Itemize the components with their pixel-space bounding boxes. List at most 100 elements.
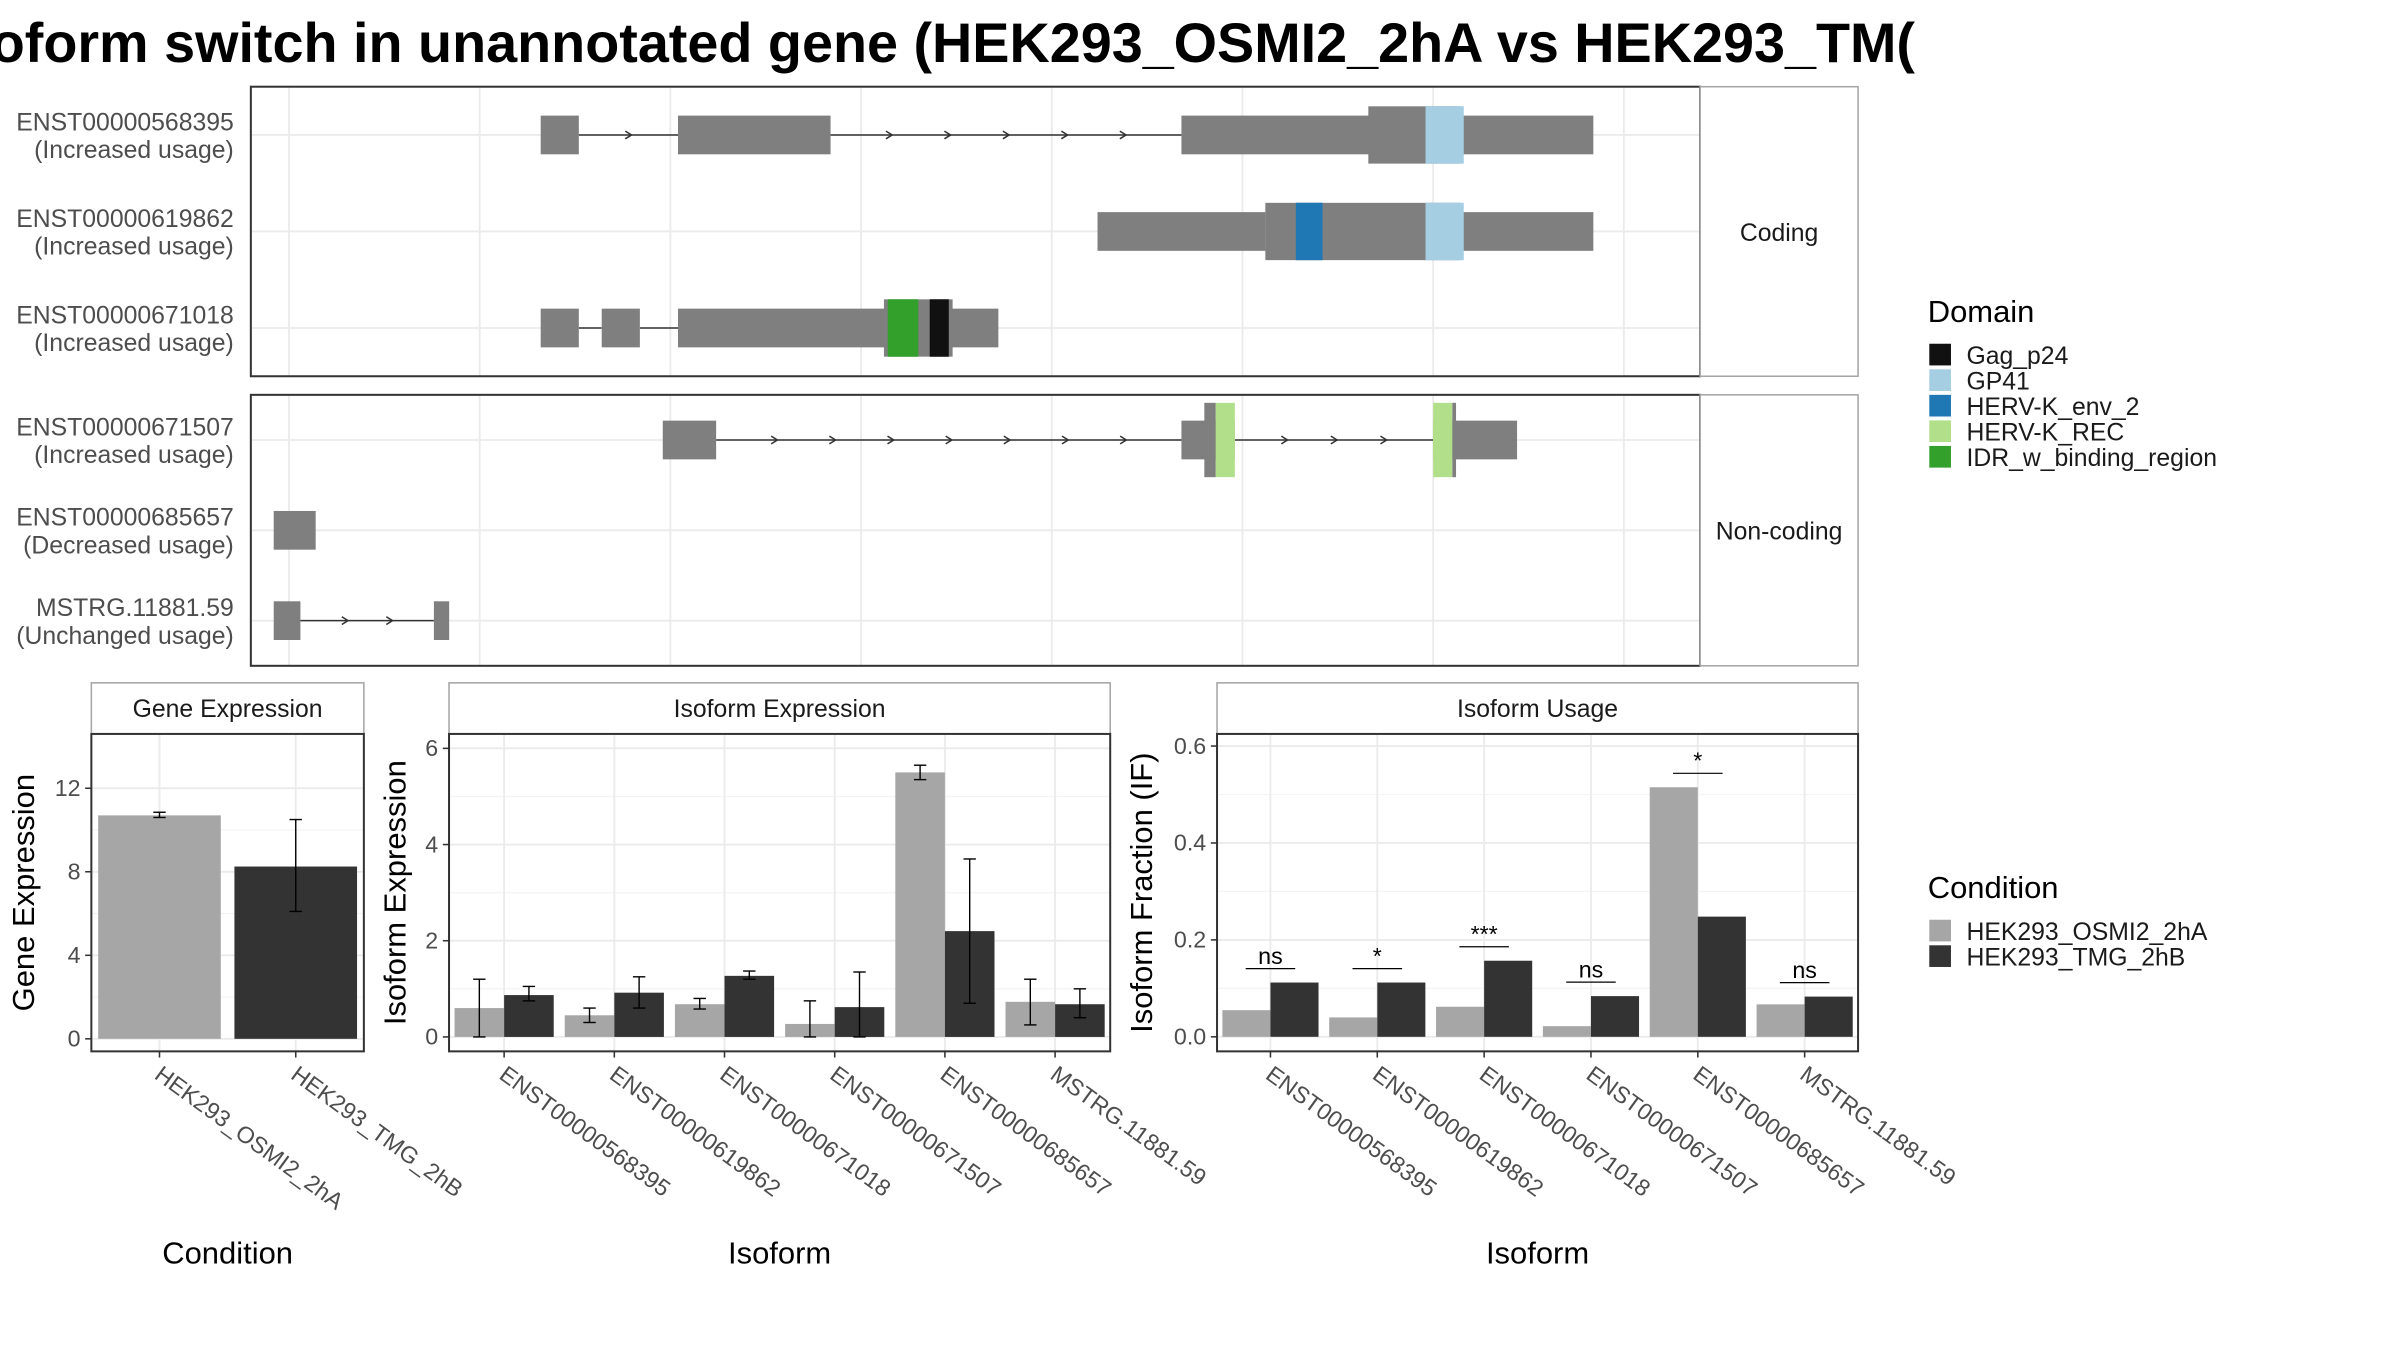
facet-1: ENST00000671507(Increased usage) ENST0000… xyxy=(16,393,1859,667)
isoform-usage-label: (Increased usage) xyxy=(34,330,234,357)
bar xyxy=(98,815,221,1039)
intron-arrow xyxy=(1330,435,1339,445)
intron-arrow xyxy=(1003,435,1012,445)
bar xyxy=(1329,1017,1378,1037)
domain-legend-swatch xyxy=(1929,343,1951,366)
domain-legend-swatch xyxy=(1929,394,1951,417)
isoform-usage-label: (Increased usage) xyxy=(34,442,234,469)
bar xyxy=(504,995,554,1037)
domain-herv-k-env-2 xyxy=(1295,202,1323,261)
domain-legend-label: HERV-K_env_2 xyxy=(1966,394,2139,421)
y-tick-label: 0.0 xyxy=(1174,1024,1206,1050)
intron-arrow xyxy=(385,616,394,626)
domain-legend-title: Domain xyxy=(1928,294,2035,329)
panel-border xyxy=(448,732,1112,1053)
intron-arrow xyxy=(887,435,896,445)
exon xyxy=(273,510,316,550)
significance-label: ns xyxy=(1258,943,1283,969)
isoform-label: ENST00000619862 xyxy=(16,206,234,233)
domain-gp41 xyxy=(1425,106,1464,164)
exon xyxy=(677,115,831,155)
exon xyxy=(540,115,579,155)
x-tick-label: ENST00000619862 xyxy=(1368,1061,1548,1202)
domain-herv-k-rec xyxy=(1215,402,1235,478)
exon xyxy=(433,601,450,640)
bar xyxy=(564,1015,615,1037)
exon xyxy=(677,308,892,348)
strip-label: Gene Expression xyxy=(133,696,323,723)
significance-label: * xyxy=(1373,943,1382,969)
facet-strip xyxy=(1699,85,1859,378)
intron-arrow xyxy=(624,130,633,140)
bar xyxy=(895,772,945,1037)
condition-legend-label: HEK293_OSMI2_2hA xyxy=(1966,919,2207,946)
facet-strip-label: Non-coding xyxy=(1716,519,1843,546)
strip-label: Isoform Usage xyxy=(1457,696,1618,723)
domain-legend-label: IDR_w_binding_region xyxy=(1966,445,2217,472)
exon xyxy=(540,308,579,348)
exon xyxy=(1181,115,1388,155)
domain-idr-w-binding-region xyxy=(887,299,919,357)
y-tick-label: 12 xyxy=(55,775,81,801)
x-axis-title: Condition xyxy=(162,1235,293,1270)
significance-label: ns xyxy=(1579,957,1604,983)
tall-exon-segment xyxy=(1204,402,1216,478)
plot-bg xyxy=(1217,733,1859,1052)
strip xyxy=(448,682,1111,735)
y-axis-title: Gene Expression xyxy=(6,774,41,1011)
bar xyxy=(724,975,775,1037)
domain-legend-swatch xyxy=(1929,445,1951,468)
y-tick-label: 0 xyxy=(425,1024,438,1050)
exon xyxy=(601,308,640,348)
bar xyxy=(1484,960,1533,1037)
y-tick-label: 0 xyxy=(68,1026,81,1052)
panel-border xyxy=(90,732,365,1053)
intron-arrow xyxy=(1280,435,1289,445)
domain-legend-label: HERV-K_REC xyxy=(1966,420,2124,447)
y-axis-title: Isoform Expression xyxy=(378,760,413,1025)
facet-strip-label: Coding xyxy=(1740,220,1818,247)
y-tick-label: 4 xyxy=(425,831,438,857)
bar xyxy=(1649,787,1698,1037)
isoform-usage-label: (Increased usage) xyxy=(34,234,234,261)
bar xyxy=(1756,1004,1805,1037)
x-tick-label: ENST00000671018 xyxy=(1475,1061,1655,1202)
domain-legend-label: Gag_p24 xyxy=(1966,343,2068,370)
isoform-usage-label: (Increased usage) xyxy=(34,137,234,164)
intron-arrow xyxy=(828,435,838,445)
strip xyxy=(1216,682,1859,735)
intron-arrow xyxy=(1060,130,1070,140)
intron-arrow xyxy=(945,435,954,445)
x-tick-label: ENST00000568395 xyxy=(1261,1061,1441,1202)
bar xyxy=(1542,1026,1591,1037)
y-tick-label: 0.4 xyxy=(1174,830,1206,856)
bar xyxy=(1590,996,1640,1037)
exon xyxy=(1097,212,1266,251)
intron-arrow xyxy=(770,435,779,445)
significance-label: *** xyxy=(1471,921,1498,947)
isoform-label: ENST00000685657 xyxy=(16,505,234,532)
isoform-usage-label: (Unchanged usage) xyxy=(16,623,234,650)
domain-legend-swatch xyxy=(1929,420,1951,443)
x-tick-label: ENST00000671507 xyxy=(1582,1061,1762,1202)
isoform-usage-label: (Decreased usage) xyxy=(23,533,234,560)
exon xyxy=(1456,115,1594,155)
facet-strip xyxy=(1699,394,1859,667)
bar-chart-2: Isoform Expression0246ENST00000568395ENS… xyxy=(378,682,1211,1270)
y-tick-label: 6 xyxy=(425,735,438,761)
bar xyxy=(1222,1010,1271,1037)
isoform-label: ENST00000568395 xyxy=(16,109,234,136)
bar xyxy=(1377,982,1426,1037)
condition-legend-label: HEK293_TMG_2hB xyxy=(1966,944,2185,971)
x-axis-title: Isoform xyxy=(728,1235,831,1270)
exon xyxy=(662,420,717,460)
intron-arrow xyxy=(1002,130,1011,140)
condition-legend-title: Condition xyxy=(1928,870,2059,905)
y-tick-label: 8 xyxy=(68,859,81,885)
y-tick-label: 2 xyxy=(425,927,438,953)
intron-arrow xyxy=(1380,435,1389,445)
bar xyxy=(1804,996,1853,1037)
condition-legend-swatch xyxy=(1929,919,1951,942)
isoform-label: ENST00000671507 xyxy=(16,414,234,441)
